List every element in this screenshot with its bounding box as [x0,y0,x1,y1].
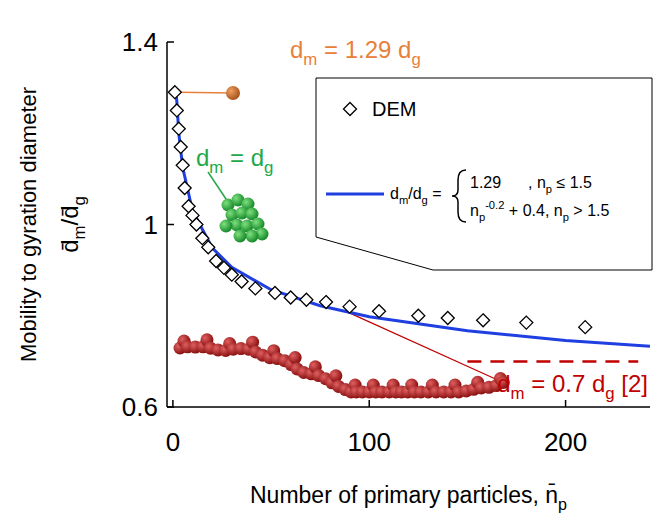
x-tick-label: 200 [544,427,587,457]
annotation: dm = 0.7 dg [2] [497,370,648,403]
brace [452,170,466,222]
y-axis-title-run: m [70,226,89,240]
legend-formula: , np ≤ 1.5 [528,174,592,195]
legend-formula-run: d [390,185,399,202]
particle [234,230,247,243]
legend-formula-run: p [479,211,485,223]
y-tick-label: 1.4 [122,27,158,57]
y-axis-title: Mobility to gyration diameter [16,87,41,362]
data-point [178,182,191,195]
annotation-run: = 0.7 d [525,370,606,397]
annotation: dm = 1.29 dg [290,36,421,69]
x-tick-label: 0 [166,427,180,457]
data-point [174,140,187,153]
data-point [300,293,313,306]
annotation-run: [2] [615,370,648,397]
legend-formula-run: /d [408,185,421,202]
y-tick [167,41,174,43]
legend-symbol [344,103,357,116]
legend-formula-run: 1.29 [470,174,501,191]
annotation: dm = dg [196,144,273,177]
annotation-run: d [497,370,510,397]
legend-box [316,78,652,270]
annotation-run: g [605,384,614,403]
x-axis-title-run: Number of primary particles, n̄ [250,482,558,508]
annotation-run: d [290,36,303,63]
legend-formula: np-0.2 + 0.4, np > 1.5 [470,199,610,223]
y-tick [167,224,174,226]
legend-formula: 1.29 [470,174,501,191]
x-axis-title-run: p [558,495,567,513]
particle [246,230,259,243]
leader [347,312,504,383]
x-axis-title: Number of primary particles, n̄p [250,482,567,513]
y-axis-title-run: /d̄ [56,205,83,225]
legend-symbol [326,193,384,196]
legend-formula-run: m [399,194,408,206]
y-axis-title-run: d̄ [56,239,83,252]
legend-label: DEM [372,98,416,120]
data-point [412,309,425,322]
legend-formula-run: , n [528,174,546,191]
data-point [172,122,185,135]
data-point [579,321,592,334]
leader [179,91,233,93]
legend-formula-run: = [428,185,442,202]
particle [289,351,302,364]
x-axis-line [167,406,650,408]
annotation-run: m [209,158,223,177]
legend-formula: dm/dg = [390,185,442,206]
annotation-run: g [411,50,420,69]
data-point [268,286,281,299]
legend-formula-run: + 0.4, n [504,202,562,219]
annotation-run: d [196,144,209,171]
x-tick [368,400,370,407]
data-point [170,104,183,117]
data-point [190,218,203,231]
particle [226,86,240,100]
y-axis-title-run: g [70,196,89,205]
annotation-run: m [303,50,317,69]
x-tick-label: 100 [348,427,391,457]
data-point [284,291,297,304]
annotation-run: g [264,158,273,177]
annotation-run: = 1.29 d [317,36,411,63]
data-point [168,86,181,99]
legend-formula-run: n [470,202,479,219]
y-tick-label: 1 [144,210,158,240]
y-tick-label: 0.6 [122,392,158,422]
line-series [467,360,638,363]
legend: DEMdm/dg =1.29, np ≤ 1.5np-0.2 + 0.4, np… [316,78,652,270]
data-point [441,312,454,325]
chart: 0.6 1 1.4 0 100 200 Number of primary particle… [0,0,659,530]
annotation-run: m [511,384,525,403]
y-axis-title-run: Mobility to gyration diameter [16,87,41,362]
data-point [225,268,238,281]
particle [220,220,233,233]
data-point [176,159,189,172]
annotation-run: = d [223,144,264,171]
y-axis-title: d̄m/d̄g [56,196,89,253]
x-tick [565,400,567,407]
data-point [343,300,356,313]
legend-formula-run: ≤ 1.5 [552,174,592,191]
legend-formula-run: > 1.5 [569,202,610,219]
legend-formula-run: -0.2 [485,199,504,211]
data-point [520,316,533,329]
data-point [373,305,386,318]
data-point [235,275,248,288]
data-point [320,296,333,309]
data-point [477,314,490,327]
data-point [202,241,215,254]
x-tick [172,400,174,407]
data-point [249,282,262,295]
